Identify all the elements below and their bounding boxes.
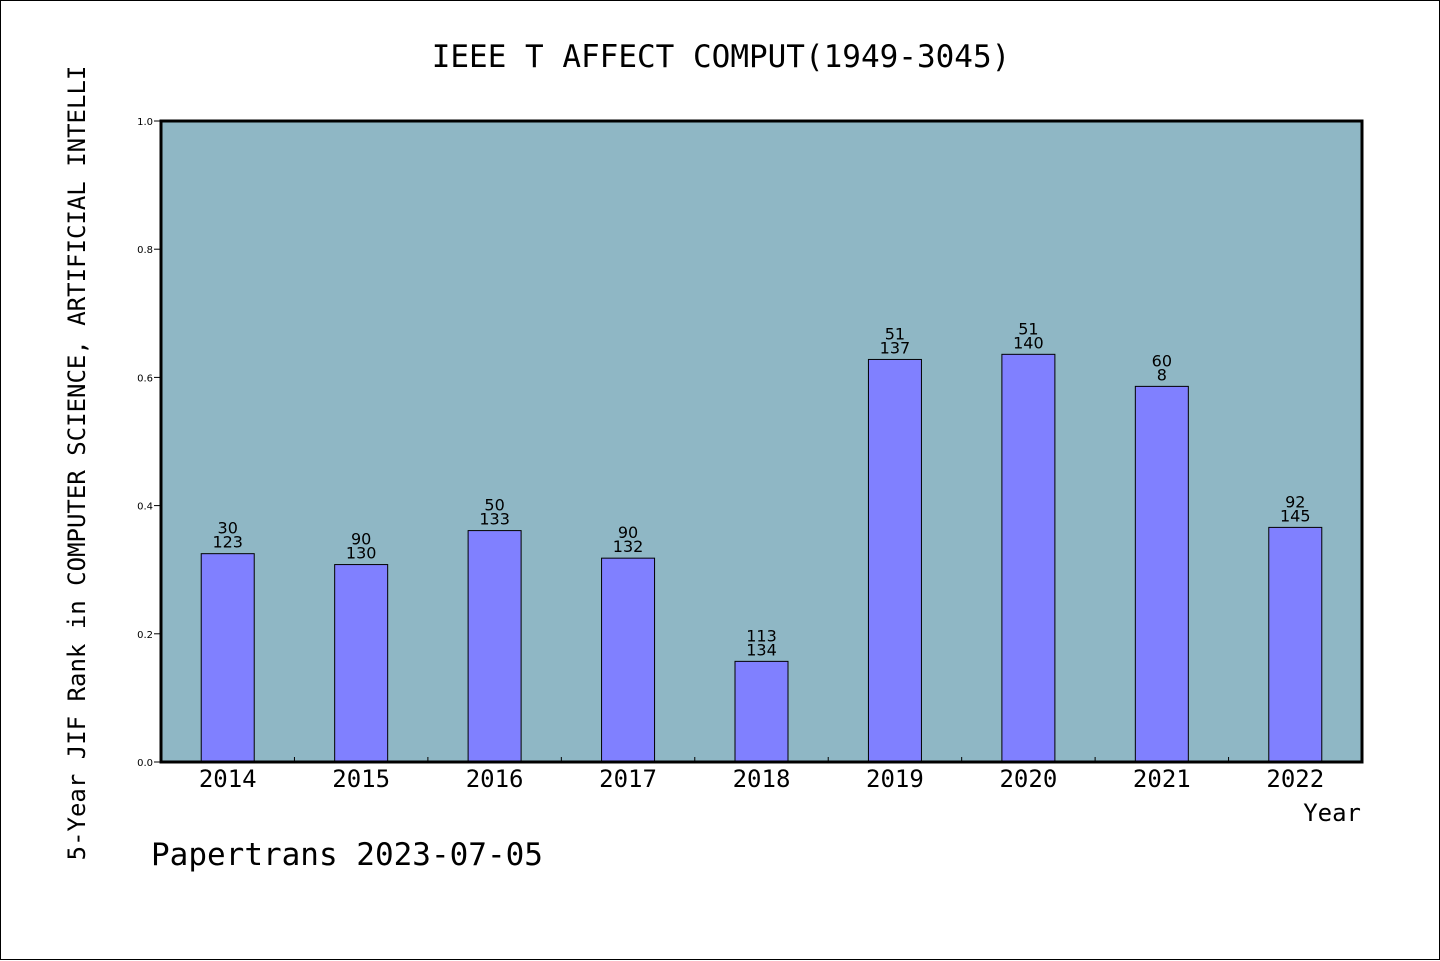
x-axis-label: Year: [1303, 799, 1361, 827]
x-tick-label: 2022: [1266, 765, 1324, 793]
y-tick-label: 0.2: [137, 630, 153, 641]
bar-2017: [601, 557, 656, 763]
data-label-bottom: 132: [613, 537, 644, 556]
data-label-bottom: 8: [1157, 365, 1167, 384]
x-tick-label: 2014: [199, 765, 257, 793]
bar-2015: [334, 564, 389, 763]
y-tick-label: 0.0: [137, 758, 153, 769]
data-label-bottom: 123: [212, 533, 243, 552]
x-tick-label: 2015: [332, 765, 390, 793]
data-label-top: 51: [885, 324, 905, 343]
bar-2018: [734, 660, 789, 763]
chart-title: IEEE T AFFECT COMPUT(1949-3045): [432, 39, 1011, 75]
y-tick-label: 0.4: [137, 502, 153, 513]
data-label-top: 90: [618, 523, 638, 542]
data-label-bottom: 140: [1013, 333, 1044, 352]
data-label-bottom: 133: [479, 510, 510, 529]
data-label-top: 51: [1018, 319, 1038, 338]
data-label-top: 50: [484, 496, 504, 515]
y-tick-label: 0.6: [137, 373, 153, 384]
bar-series: [200, 353, 1323, 763]
y-tick-label: 1.0: [137, 117, 153, 128]
data-label-bottom: 137: [880, 338, 911, 357]
y-tick-label: 0.8: [137, 245, 153, 256]
data-label-top: 113: [746, 626, 777, 645]
x-tick-label: 2019: [866, 765, 924, 793]
bar-2019: [867, 358, 922, 763]
x-tick-label: 2018: [733, 765, 791, 793]
data-label-top: 92: [1285, 492, 1305, 511]
footer-credit: Papertrans 2023-07-05: [151, 837, 543, 873]
data-label-bottom: 130: [346, 544, 377, 563]
bar-2014: [200, 553, 255, 763]
x-tick-label: 2020: [999, 765, 1057, 793]
bar-2020: [1001, 353, 1056, 763]
bar-2016: [467, 530, 522, 763]
x-axis-ticks: 2014 2015 2016 2017 2018 2019 2020 2021 2022: [199, 757, 1324, 793]
bar-2022: [1268, 526, 1323, 763]
bar-2021: [1134, 385, 1189, 763]
plot-border: [159, 119, 1364, 764]
data-label-top: 60: [1152, 351, 1172, 370]
x-tick-label: 2021: [1133, 765, 1191, 793]
data-label-top: 90: [351, 530, 371, 549]
x-tick-label: 2016: [466, 765, 524, 793]
data-label-bottom: 134: [746, 640, 777, 659]
x-tick-label: 2017: [599, 765, 657, 793]
y-axis-ticks: 0.0 0.2 0.4 0.6 0.8 1.0: [137, 117, 161, 769]
y-axis-label: 5-Year JIF Rank in COMPUTER SCIENCE, ART…: [63, 66, 91, 861]
data-label-top: 30: [218, 519, 238, 538]
data-label-bottom: 145: [1280, 506, 1311, 525]
